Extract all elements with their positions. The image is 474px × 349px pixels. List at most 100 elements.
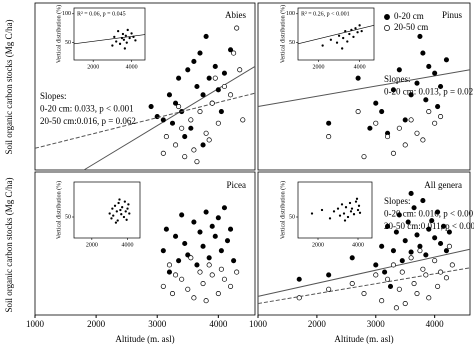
inset-point [122, 38, 126, 41]
data-point [185, 286, 191, 292]
data-point [176, 75, 182, 81]
data-point [423, 252, 429, 258]
data-point [417, 33, 423, 39]
data-point [423, 272, 429, 278]
data-point [326, 134, 332, 140]
inset-point [125, 41, 128, 44]
inset-point [120, 213, 123, 216]
data-point [179, 125, 185, 131]
data-point [166, 269, 172, 275]
data-point [188, 117, 194, 123]
data-point [200, 92, 206, 98]
data-point [443, 57, 449, 63]
inset-x-tick-label: 2000 [87, 64, 99, 70]
inset-point [348, 201, 352, 205]
inset-point [119, 208, 122, 212]
data-point [206, 255, 212, 261]
inset-point [116, 29, 120, 33]
data-point [438, 269, 444, 275]
data-point [402, 301, 408, 307]
data-point [379, 298, 385, 304]
data-point [402, 142, 408, 148]
data-point [367, 125, 373, 131]
inset-background [278, 179, 376, 251]
data-point [228, 92, 234, 98]
data-point [215, 290, 221, 297]
inset-point [335, 41, 339, 44]
data-point [426, 109, 432, 115]
data-point [215, 120, 221, 126]
inset-point [321, 44, 324, 47]
inset-point [346, 40, 349, 43]
x-tick-label: 3000 [367, 319, 386, 329]
data-point [148, 103, 154, 110]
data-point [440, 223, 447, 229]
data-point [355, 75, 361, 81]
data-point [228, 47, 234, 53]
legend-marker [384, 25, 390, 31]
data-point [218, 109, 224, 115]
data-point [160, 117, 166, 123]
data-point [212, 75, 218, 81]
inset-x-tick-label: 4000 [122, 242, 134, 248]
data-point [218, 248, 224, 254]
data-point [399, 258, 405, 264]
legend-label: 0-20 cm [394, 11, 424, 21]
inset-point [356, 208, 360, 212]
inset-x-tick-label: 4000 [352, 242, 364, 248]
data-point [200, 280, 206, 287]
data-point [191, 58, 197, 65]
legend-label: 20-50 cm [394, 22, 428, 32]
data-point [423, 97, 429, 103]
inset-annotation: R² = 0.26, p < 0.001 [301, 11, 350, 17]
data-point [206, 262, 212, 268]
data-point [373, 262, 379, 268]
inset-point [337, 34, 341, 37]
inset-point [357, 204, 361, 207]
x-tick-label: 1000 [249, 319, 268, 329]
inset-y-tick-label: 100 [62, 11, 71, 17]
data-point [182, 240, 188, 247]
data-point [396, 125, 402, 131]
data-point [435, 283, 441, 289]
inset-point [342, 212, 346, 215]
data-point [326, 120, 332, 126]
inset-y-label: Vertical distribution (%) [55, 5, 62, 63]
data-point [169, 120, 176, 126]
data-point [396, 67, 402, 73]
data-point [194, 83, 200, 90]
inset-point [118, 198, 121, 201]
data-point [160, 150, 166, 156]
panel-title: All genera [424, 180, 462, 190]
inset-point [344, 206, 348, 209]
inset-background [54, 179, 144, 251]
inset-point [342, 36, 345, 40]
annotation: 0-20 cm: 0.033, p < 0.001 [40, 104, 134, 114]
data-point [396, 212, 402, 218]
data-point [197, 50, 203, 56]
data-point [206, 137, 212, 143]
data-point [414, 290, 420, 297]
data-point [420, 266, 426, 272]
data-point [234, 25, 240, 31]
data-point [194, 262, 200, 268]
data-point [221, 70, 227, 76]
data-point [449, 262, 455, 268]
data-point [349, 255, 355, 261]
data-point [179, 276, 185, 282]
data-point [417, 248, 423, 254]
inset-point [123, 47, 127, 50]
data-point [435, 103, 441, 110]
inset-point [356, 31, 359, 34]
inset-point [344, 29, 347, 33]
inset-point [130, 32, 133, 35]
inset-point [123, 200, 126, 203]
inset-frame [297, 7, 375, 61]
x-tick-label: 2000 [87, 319, 106, 329]
data-point [379, 243, 385, 249]
data-point [209, 223, 215, 229]
data-point [182, 154, 188, 160]
inset-point [122, 215, 126, 219]
data-point [194, 159, 200, 165]
data-point [182, 134, 188, 140]
